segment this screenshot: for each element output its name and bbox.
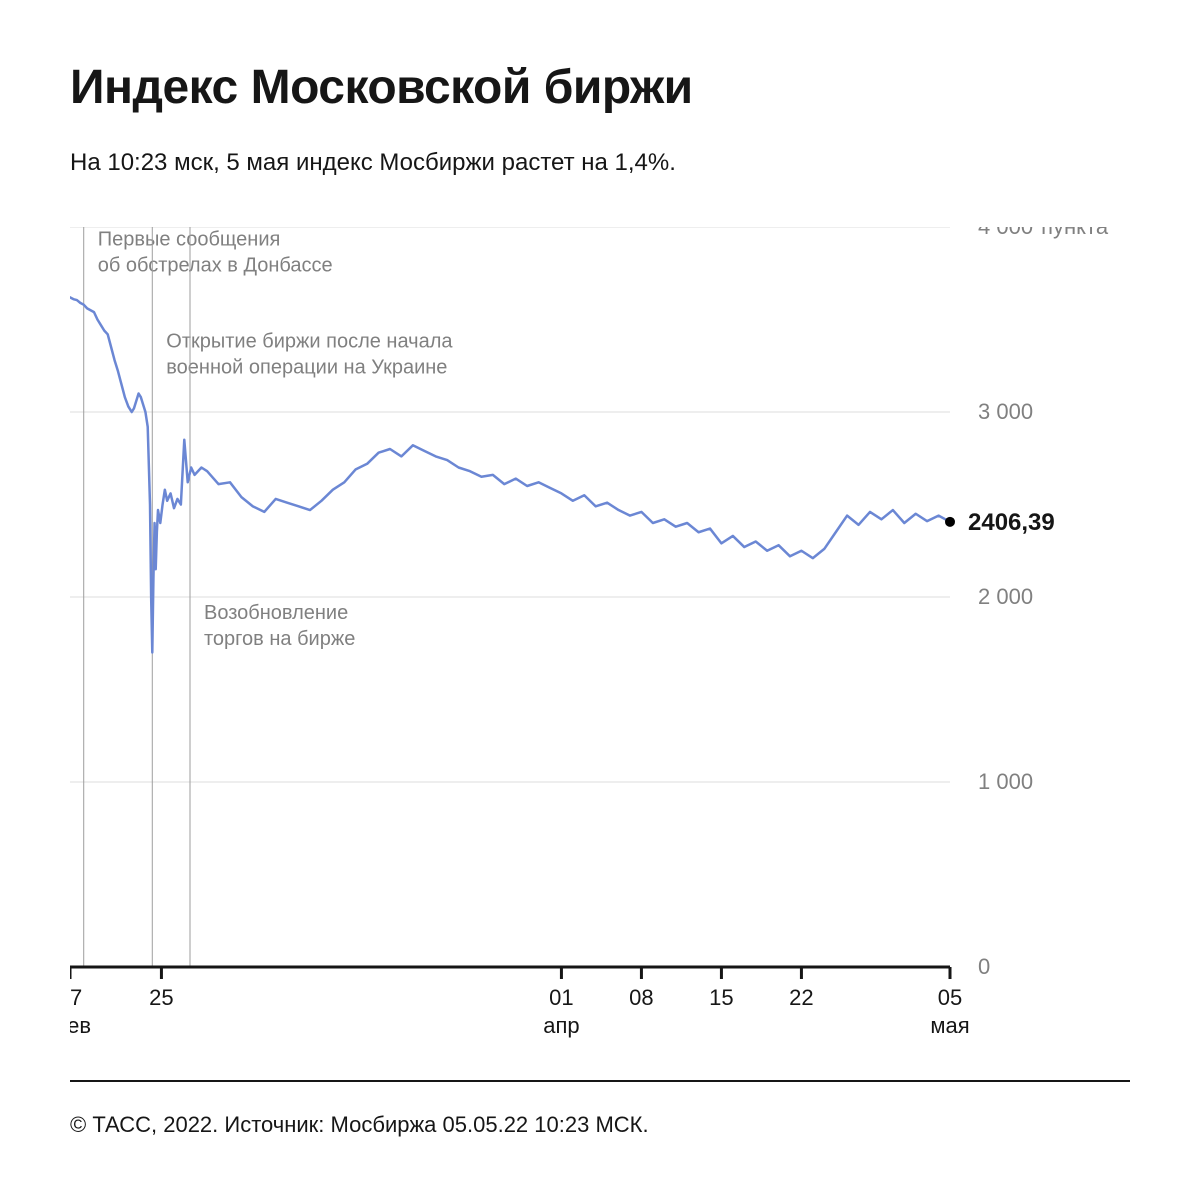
y-tick-label: 1 000 [978, 769, 1033, 794]
x-tick-day: 05 [938, 985, 962, 1010]
y-unit-label: пункта [1041, 227, 1109, 239]
x-tick-day: 22 [789, 985, 813, 1010]
y-tick-label: 2 000 [978, 584, 1033, 609]
chart-title: Индекс Московской биржи [70, 60, 1130, 115]
event-label: торгов на бирже [204, 628, 355, 650]
event-label: Возобновление [204, 602, 348, 624]
chart-credit: © ТАСС, 2022. Источник: Мосбиржа 05.05.2… [70, 1080, 1130, 1138]
chart-svg: 0 1 000 2 000 3 000 4 000 пункта Первые сообще… [70, 227, 1130, 1047]
y-tick-label: 4 000 [978, 227, 1033, 239]
event-label: Открытие биржи после начала [166, 330, 453, 352]
x-tick-day: 08 [629, 985, 653, 1010]
x-tick-month: апр [543, 1013, 579, 1038]
x-tick-day: 01 [549, 985, 573, 1010]
event-label: военной операции на Украине [166, 356, 447, 378]
event-label: Первые сообщения [98, 229, 281, 251]
event-label: об обстрелах в Донбассе [98, 255, 333, 277]
final-point-dot [945, 517, 955, 527]
y-tick-label: 3 000 [978, 399, 1033, 424]
x-tick-month: мая [930, 1013, 969, 1038]
y-tick-label: 0 [978, 954, 990, 979]
line-chart: 0 1 000 2 000 3 000 4 000 пункта Первые сообще… [70, 227, 1130, 1052]
chart-subtitle: На 10:23 мск, 5 мая индекс Мосбиржи раст… [70, 149, 1130, 177]
x-tick-day: 15 [709, 985, 733, 1010]
x-tick-day: 17 [70, 985, 82, 1010]
x-tick-day: 25 [149, 985, 173, 1010]
x-tick-month: фев [70, 1013, 91, 1038]
final-point-label: 2406,39 [968, 509, 1055, 536]
